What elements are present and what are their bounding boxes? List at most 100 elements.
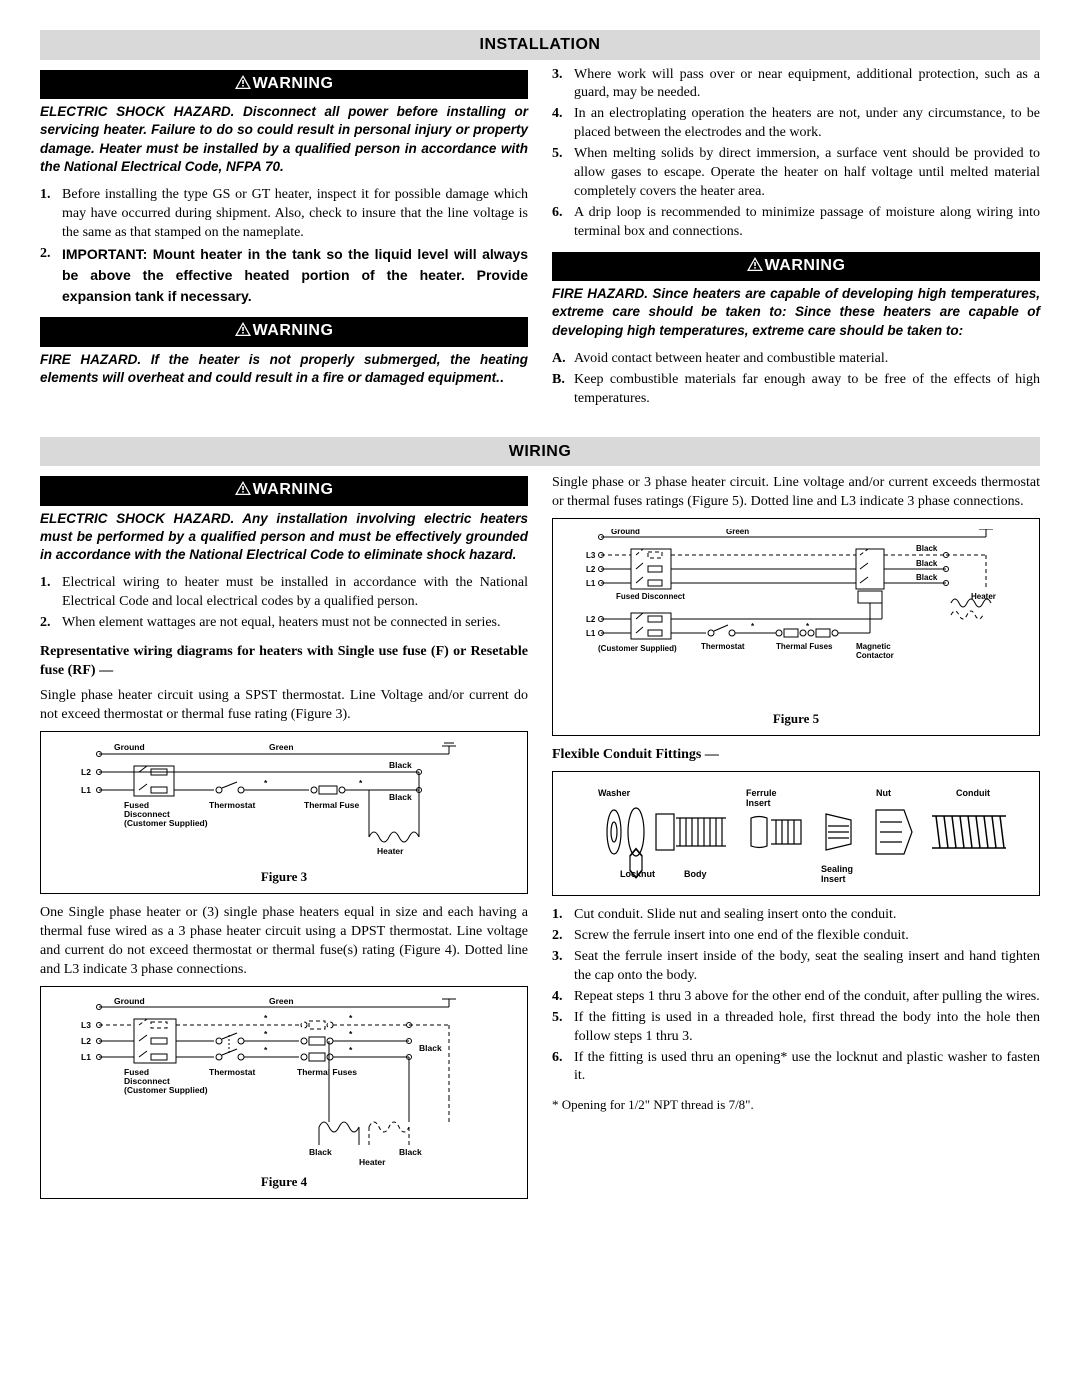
warning-label: WARNING	[253, 75, 334, 92]
figure-4-diagram: Ground Green L3 L2 L1 FusedDisconnect(Cu…	[69, 997, 499, 1167]
svg-text:L1: L1	[81, 1052, 91, 1062]
list-item: Before installing the type GS or GT heat…	[40, 186, 528, 243]
svg-text:Nut: Nut	[876, 788, 891, 798]
list-item: In an electroplating operation the heate…	[552, 105, 1040, 143]
rep-heading: Representative wiring diagrams for heate…	[40, 643, 528, 681]
svg-text:MagneticContactor: MagneticContactor	[856, 642, 894, 660]
svg-text:Green: Green	[726, 529, 749, 536]
install-right-warn: FIRE HAZARD. Since heaters are capable o…	[552, 285, 1040, 340]
svg-text:L2: L2	[81, 767, 91, 777]
svg-text:Fused Disconnect: Fused Disconnect	[616, 592, 685, 601]
conduit-footnote: * Opening for 1/2" NPT thread is 7/8".	[552, 1096, 1040, 1114]
svg-text:Thermostat: Thermostat	[209, 800, 255, 810]
svg-text:*: *	[349, 1013, 353, 1023]
conduit-figure-box: Washer FerruleInsert Nut Conduit Locknut…	[552, 771, 1040, 896]
wiring-para1: Single phase heater circuit using a SPST…	[40, 687, 528, 725]
list-item: Electrical wiring to heater must be inst…	[40, 574, 528, 612]
install-warn1: ELECTRIC SHOCK HAZARD. Disconnect all po…	[40, 103, 528, 176]
install-right-list: Where work will pass over or near equipm…	[552, 66, 1040, 242]
warning-banner-3: WARNING	[552, 252, 1040, 282]
figure-5-box: Ground Green Black Black Black L3 L2 L1 …	[552, 518, 1040, 737]
list-item: If the fitting is used in a threaded hol…	[552, 1009, 1040, 1047]
svg-text:*: *	[264, 1045, 268, 1055]
wiring-right-col: Single phase or 3 phase heater circuit. …	[552, 472, 1040, 1209]
svg-text:*: *	[359, 778, 363, 788]
svg-text:L2: L2	[586, 565, 596, 574]
svg-text:FusedDisconnect(Customer Suppl: FusedDisconnect(Customer Supplied)	[124, 800, 208, 828]
figure-3-box: Ground Green Black Black L2 L1 FusedDisc…	[40, 731, 528, 895]
install-right-col: Where work will pass over or near equipm…	[552, 66, 1040, 419]
svg-text:*: *	[264, 778, 268, 788]
install-warn2: FIRE HAZARD. If the heater is not proper…	[40, 351, 528, 387]
svg-text:SealingInsert: SealingInsert	[821, 864, 853, 884]
svg-text:Black: Black	[399, 1147, 422, 1157]
svg-text:L1: L1	[586, 579, 596, 588]
svg-text:L2: L2	[81, 1036, 91, 1046]
list-item: When melting solids by direct immersion,…	[552, 145, 1040, 202]
svg-text:Black: Black	[916, 544, 938, 553]
svg-text:*: *	[349, 1029, 353, 1039]
warning-icon	[747, 256, 763, 278]
svg-text:L3: L3	[81, 1020, 91, 1030]
svg-text:Thermal Fuses: Thermal Fuses	[297, 1067, 357, 1077]
svg-text:L1: L1	[586, 629, 596, 638]
list-item: A drip loop is recommended to minimize p…	[552, 204, 1040, 242]
list-item: Keep combustible materials far enough aw…	[552, 371, 1040, 409]
svg-text:*: *	[264, 1029, 268, 1039]
conduit-diagram: Washer FerruleInsert Nut Conduit Locknut…	[576, 782, 1016, 887]
figure-4-caption: Figure 4	[51, 1173, 517, 1191]
figure-5-caption: Figure 5	[563, 710, 1029, 728]
warning-banner-1: WARNING	[40, 70, 528, 100]
svg-text:Thermostat: Thermostat	[209, 1067, 255, 1077]
svg-text:Green: Green	[269, 997, 294, 1006]
figure-3-diagram: Ground Green Black Black L2 L1 FusedDisc…	[69, 742, 499, 862]
svg-text:FusedDisconnect(Customer Suppl: FusedDisconnect(Customer Supplied)	[124, 1067, 208, 1095]
svg-text:Body: Body	[684, 869, 707, 879]
svg-text:Black: Black	[419, 1043, 442, 1053]
svg-text:Black: Black	[389, 760, 412, 770]
wiring-columns: WARNING ELECTRIC SHOCK HAZARD. Any insta…	[40, 472, 1040, 1209]
warning-icon	[235, 321, 251, 343]
figure-5-diagram: Ground Green Black Black Black L3 L2 L1 …	[576, 529, 1016, 704]
svg-text:*: *	[806, 622, 810, 631]
svg-text:(Customer Supplied): (Customer Supplied)	[598, 644, 677, 653]
warning-icon	[235, 480, 251, 502]
svg-text:Heater: Heater	[359, 1157, 386, 1167]
svg-text:Black: Black	[309, 1147, 332, 1157]
list-item: IMPORTANT: Mount heater in the tank so t…	[40, 245, 528, 308]
section-wiring: WIRING	[40, 437, 1040, 467]
list-item: Seat the ferrule insert inside of the bo…	[552, 948, 1040, 986]
list-item: When element wattages are not equal, hea…	[40, 614, 528, 633]
svg-text:Ground: Ground	[114, 997, 145, 1006]
svg-text:Locknut: Locknut	[620, 869, 655, 879]
svg-text:*: *	[751, 622, 755, 631]
svg-text:Thermal Fuses: Thermal Fuses	[776, 642, 833, 651]
wiring-para2: One Single phase heater or (3) single ph…	[40, 904, 528, 980]
warning-banner-4: WARNING	[40, 476, 528, 506]
svg-text:Ground: Ground	[611, 529, 640, 536]
list-item: If the fitting is used thru an opening* …	[552, 1049, 1040, 1087]
figure-4-box: Ground Green L3 L2 L1 FusedDisconnect(Cu…	[40, 986, 528, 1200]
section-installation: INSTALLATION	[40, 30, 1040, 60]
svg-text:Heater: Heater	[971, 592, 996, 601]
svg-text:L2: L2	[586, 615, 596, 624]
svg-text:Black: Black	[916, 559, 938, 568]
wiring-left-list: Electrical wiring to heater must be inst…	[40, 574, 528, 633]
warning-label: WARNING	[765, 257, 846, 274]
install-left-col: WARNING ELECTRIC SHOCK HAZARD. Disconnec…	[40, 66, 528, 419]
warning-icon	[235, 74, 251, 96]
svg-text:L3: L3	[586, 551, 596, 560]
wiring-right-top: Single phase or 3 phase heater circuit. …	[552, 474, 1040, 512]
svg-text:FerruleInsert: FerruleInsert	[746, 788, 777, 808]
warning-label: WARNING	[253, 481, 334, 498]
svg-text:Thermal Fuse: Thermal Fuse	[304, 800, 360, 810]
svg-text:Black: Black	[916, 573, 938, 582]
list-item: Where work will pass over or near equipm…	[552, 66, 1040, 104]
svg-text:Heater: Heater	[377, 846, 404, 856]
warning-label: WARNING	[253, 322, 334, 339]
figure-3-caption: Figure 3	[51, 868, 517, 886]
svg-text:Conduit: Conduit	[956, 788, 990, 798]
list-item: Repeat steps 1 thru 3 above for the othe…	[552, 988, 1040, 1007]
svg-text:Ground: Ground	[114, 742, 145, 752]
svg-text:Black: Black	[389, 792, 412, 802]
